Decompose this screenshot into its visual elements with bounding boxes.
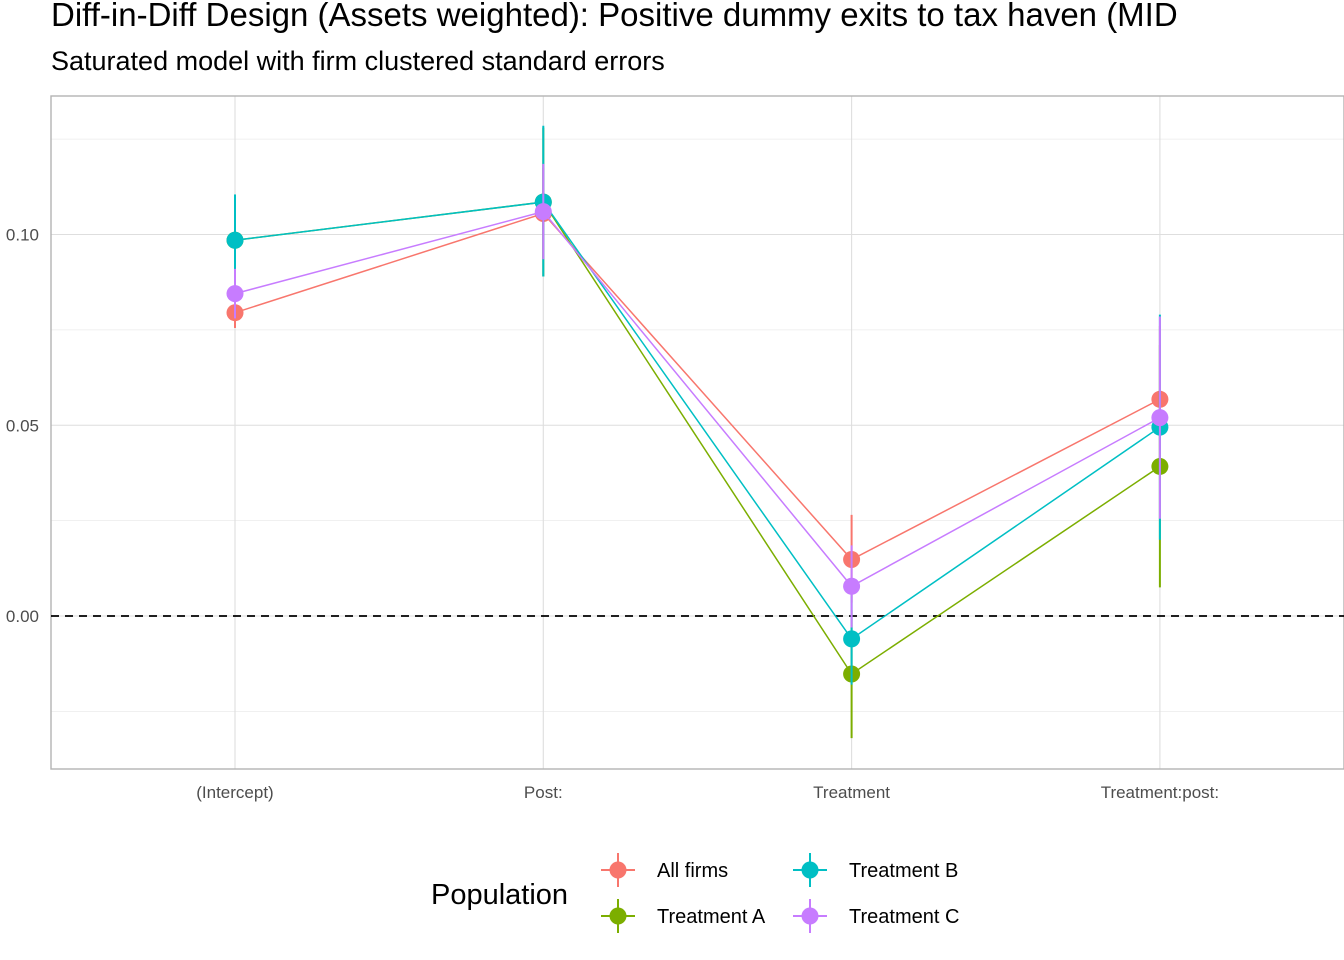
y-axis: 0.00 0.05 0.10: [6, 226, 39, 627]
data-point: [226, 285, 244, 303]
legend-label: Treatment C: [849, 906, 959, 928]
legend-label: Treatment A: [657, 906, 766, 928]
data-point: [843, 630, 861, 648]
x-tick-label: Post:: [524, 783, 563, 802]
data-point: [843, 577, 861, 595]
y-tick-label: 0.10: [6, 226, 39, 245]
y-tick-label: 0.00: [6, 607, 39, 626]
x-axis: (Intercept) Post: Treatment Treatment:post:: [196, 783, 1219, 802]
y-tick-label: 0.05: [6, 416, 39, 435]
series-line: [234, 212, 1161, 561]
legend-key-point: [801, 907, 819, 925]
chart-subtitle: Saturated model with firm clustered stan…: [51, 46, 665, 76]
series-layer: [226, 125, 1169, 739]
series-line: [234, 210, 1161, 588]
legend-label: Treatment B: [849, 860, 958, 882]
series-treatment-a: [226, 127, 1169, 739]
legend: Population All firms Treatment A Treatment …: [431, 853, 959, 933]
panel-frame: [50, 95, 1344, 770]
series-line: [234, 201, 1161, 640]
legend-label: All firms: [657, 860, 728, 882]
legend-item: Treatment C: [793, 899, 959, 933]
x-tick-label: (Intercept): [196, 783, 273, 802]
x-tick-label: Treatment: [813, 783, 890, 802]
legend-title: Population: [431, 879, 568, 911]
chart-title: Diff-in-Diff Design (Assets weighted): P…: [51, 0, 1178, 33]
panel-border: [50, 95, 1344, 770]
x-tick-label: Treatment:post:: [1101, 783, 1219, 802]
series-line: [234, 201, 1161, 676]
data-point: [1151, 409, 1169, 427]
legend-key-point: [801, 861, 819, 879]
data-point: [226, 231, 244, 249]
legend-item: Treatment B: [793, 853, 958, 887]
legend-item: All firms: [601, 853, 728, 887]
legend-key-point: [609, 907, 627, 925]
grid-lines: [51, 96, 1344, 769]
legend-item: Treatment A: [601, 899, 766, 933]
data-point: [534, 203, 552, 221]
series-all-firms: [226, 167, 1169, 603]
series-treatment-b: [226, 125, 1169, 685]
series-treatment-c: [226, 163, 1169, 628]
legend-key-point: [609, 861, 627, 879]
